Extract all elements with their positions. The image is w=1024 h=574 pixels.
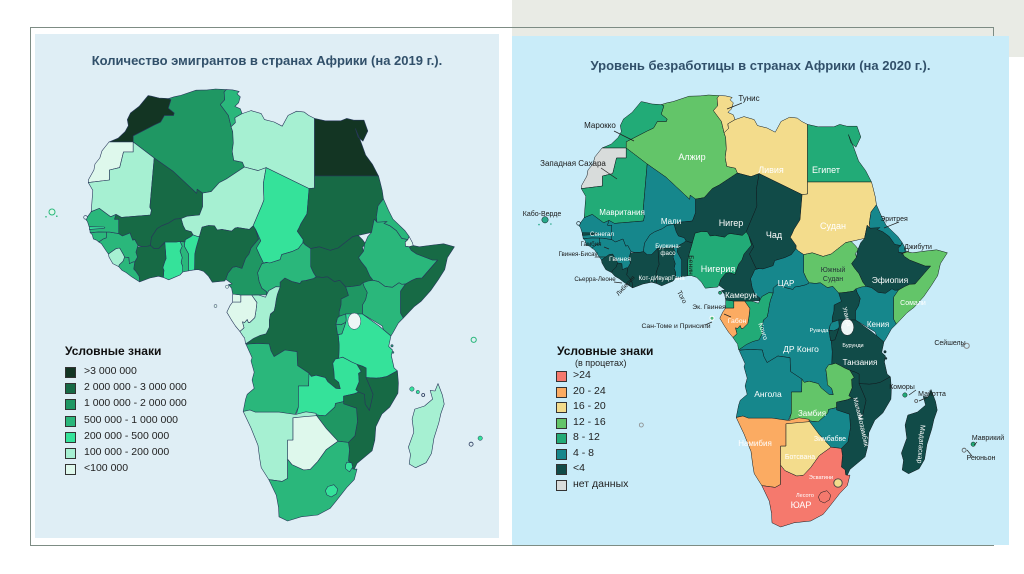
svg-text:Майотта: Майотта — [918, 390, 946, 398]
svg-text:Кабо-Верде: Кабо-Верде — [523, 210, 562, 218]
svg-text:ЮАР: ЮАР — [791, 500, 812, 510]
svg-text:Алжир: Алжир — [678, 152, 705, 162]
svg-text:Сенегал: Сенегал — [590, 231, 614, 238]
svg-text:Сан-Томе и Принсипи: Сан-Томе и Принсипи — [641, 323, 710, 330]
svg-text:Гвинея: Гвинея — [609, 256, 631, 263]
svg-text:Мали: Мали — [661, 217, 681, 226]
svg-text:Бурунди: Бурунди — [842, 343, 863, 349]
svg-text:Джибути: Джибути — [904, 243, 932, 251]
svg-text:Нигерия: Нигерия — [701, 264, 736, 274]
svg-text:Ливия: Ливия — [758, 165, 784, 175]
svg-text:Эк. Гвинея: Эк. Гвинея — [692, 304, 726, 311]
svg-text:Зимбабве: Зимбабве — [814, 435, 846, 443]
svg-text:Камерун: Камерун — [725, 291, 757, 300]
svg-text:Судан: Судан — [820, 221, 846, 231]
svg-text:Мадагаскар: Мадагаскар — [915, 425, 925, 464]
svg-text:Эфиопия: Эфиопия — [872, 275, 909, 285]
svg-text:Намибия: Намибия — [738, 439, 772, 448]
svg-text:Эсватини: Эсватини — [809, 475, 833, 481]
svg-text:Того: Того — [675, 290, 688, 305]
svg-text:Мавритания: Мавритания — [599, 208, 645, 217]
svg-text:Замбия: Замбия — [798, 409, 826, 418]
svg-text:Бенин: Бенин — [687, 255, 694, 275]
svg-text:Сейшелы: Сейшелы — [934, 339, 965, 347]
svg-text:Танзания: Танзания — [843, 358, 878, 367]
svg-text:Руанда: Руанда — [810, 328, 830, 334]
svg-text:Эритрея: Эритрея — [880, 216, 908, 223]
svg-text:Марокко: Марокко — [584, 121, 616, 130]
svg-text:Нигер: Нигер — [719, 218, 744, 228]
svg-text:Реюньон: Реюньон — [967, 455, 996, 462]
svg-text:Ангола: Ангола — [754, 389, 782, 399]
svg-text:ЦАР: ЦАР — [778, 279, 795, 288]
svg-text:Гвинея-Бисау: Гвинея-Бисау — [558, 251, 598, 258]
svg-text:Коморы: Коморы — [889, 384, 915, 391]
svg-text:Гамбия: Гамбия — [581, 241, 602, 248]
svg-text:фасо: фасо — [660, 250, 676, 257]
svg-text:Лесото: Лесото — [796, 493, 814, 499]
svg-text:Габон: Габон — [728, 317, 747, 325]
svg-text:Маврикий: Маврикий — [972, 434, 1004, 442]
svg-text:Западная Сахара: Западная Сахара — [540, 159, 606, 168]
svg-text:Кения: Кения — [867, 320, 889, 329]
svg-text:Тунис: Тунис — [738, 94, 759, 103]
svg-text:Сьерра-Леоне: Сьерра-Леоне — [574, 276, 616, 283]
svg-text:Египет: Египет — [812, 165, 840, 175]
svg-text:Судан: Судан — [823, 276, 843, 283]
svg-text:Уганда: Уганда — [841, 306, 853, 327]
svg-text:Чад: Чад — [766, 230, 783, 240]
svg-text:Буркина-: Буркина- — [655, 243, 680, 250]
svg-text:Сомали: Сомали — [900, 300, 926, 307]
svg-text:Кот-дИвуар: Кот-дИвуар — [639, 275, 672, 282]
svg-text:Гана: Гана — [671, 275, 685, 282]
svg-text:Южный: Южный — [821, 266, 846, 274]
svg-text:Ботсвана: Ботсвана — [785, 454, 815, 461]
svg-text:ДР Конго: ДР Конго — [783, 344, 819, 354]
